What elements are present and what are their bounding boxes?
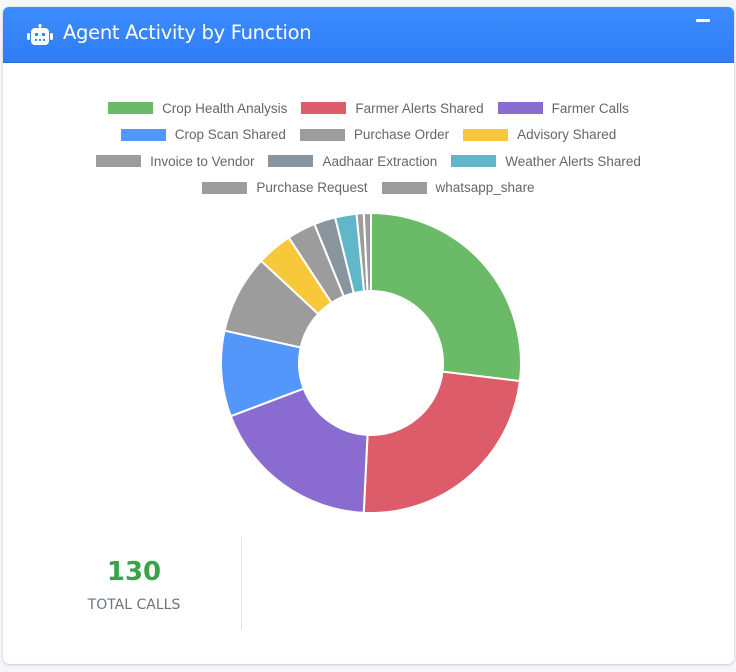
legend-label: Farmer Calls: [551, 100, 629, 116]
chart-segment[interactable]: [362, 211, 372, 293]
legend-swatch: [381, 181, 427, 194]
legend-item[interactable]: Crop Scan Shared: [120, 127, 286, 143]
legend-item[interactable]: whatsapp_share: [381, 180, 535, 196]
minus-icon: [696, 19, 710, 22]
legend-swatch: [463, 128, 509, 141]
legend-swatch: [301, 102, 347, 115]
legend-swatch: [202, 181, 248, 194]
card-title: Agent Activity by Function: [63, 21, 312, 44]
chart-segment[interactable]: [370, 211, 522, 383]
legend-item[interactable]: Crop Health Analysis: [108, 101, 287, 116]
legend-label: Aadhaar Extraction: [322, 153, 438, 169]
legend-label: Advisory Shared: [517, 127, 617, 143]
legend-swatch: [96, 155, 142, 168]
legend-label: Purchase Request: [256, 180, 368, 196]
card-header: Agent Activity by Function: [3, 7, 734, 63]
stats-row: 130 TOTAL CALLS: [3, 537, 734, 632]
total-calls-value: 130: [106, 557, 162, 587]
legend-item[interactable]: Purchase Request: [202, 180, 368, 196]
legend-item[interactable]: Aadhaar Extraction: [268, 154, 437, 169]
legend-swatch: [497, 102, 543, 115]
legend-swatch: [299, 128, 345, 141]
legend-swatch: [268, 155, 314, 168]
legend-row: Invoice to Vendor Aadhaar Extraction Weath…: [3, 148, 734, 175]
legend-label: Purchase Order: [353, 127, 450, 143]
chart-segment[interactable]: [362, 370, 522, 514]
chart-segment[interactable]: [229, 387, 369, 514]
legend-row: Purchase Request whatsapp_share: [3, 175, 734, 202]
legend-item[interactable]: Purchase Order: [299, 127, 450, 143]
total-calls-label: TOTAL CALLS: [87, 597, 181, 613]
legend-label: Crop Scan Shared: [174, 127, 286, 143]
legend-label: Crop Health Analysis: [162, 100, 288, 116]
legend-swatch: [120, 128, 166, 141]
legend-swatch: [108, 102, 154, 115]
legend-label: Farmer Alerts Shared: [355, 100, 484, 116]
legend-item[interactable]: Farmer Alerts Shared: [301, 100, 484, 116]
legend-item[interactable]: Advisory Shared: [463, 127, 616, 142]
legend-row: Crop Scan Shared Purchase Order Advisory S…: [3, 122, 734, 149]
legend-label: Invoice to Vendor: [150, 153, 255, 169]
doughnut-chart[interactable]: [213, 205, 523, 515]
robot-icon: [27, 24, 53, 45]
chart-legend: Crop Health Analysis Farmer Alerts Shared…: [3, 95, 734, 201]
legend-row: Crop Health Analysis Farmer Alerts Shared…: [3, 95, 734, 122]
legend-item[interactable]: Invoice to Vendor: [96, 154, 254, 169]
agent-activity-card: Agent Activity by Function Crop Health A…: [3, 7, 734, 664]
legend-item[interactable]: Weather Alerts Shared: [451, 154, 641, 169]
legend-label: Weather Alerts Shared: [505, 153, 641, 169]
collapse-button[interactable]: [696, 17, 712, 29]
legend-swatch: [451, 155, 497, 168]
legend-label: whatsapp_share: [435, 180, 535, 196]
total-calls-stat: 130 TOTAL CALLS: [3, 537, 242, 630]
legend-item[interactable]: Farmer Calls: [497, 100, 629, 116]
